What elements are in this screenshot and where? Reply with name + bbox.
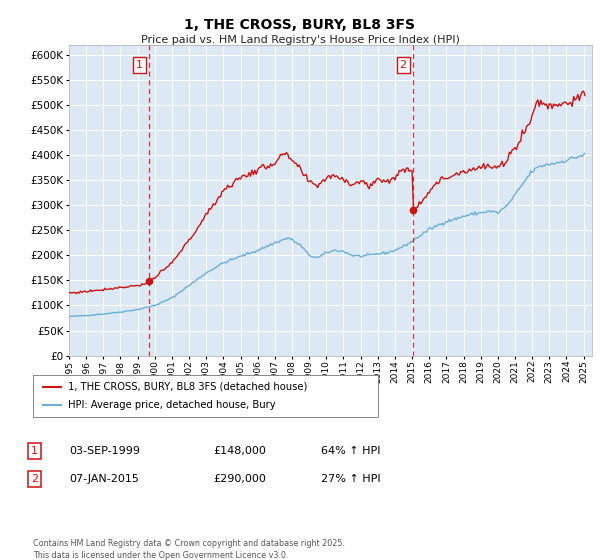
Text: £148,000: £148,000: [213, 446, 266, 456]
Text: 1, THE CROSS, BURY, BL8 3FS: 1, THE CROSS, BURY, BL8 3FS: [185, 18, 415, 32]
Text: Price paid vs. HM Land Registry's House Price Index (HPI): Price paid vs. HM Land Registry's House …: [140, 35, 460, 45]
Text: £290,000: £290,000: [213, 474, 266, 484]
Text: 1, THE CROSS, BURY, BL8 3FS (detached house): 1, THE CROSS, BURY, BL8 3FS (detached ho…: [67, 382, 307, 392]
Text: 1: 1: [136, 60, 143, 70]
Text: 1: 1: [31, 446, 38, 456]
Text: 64% ↑ HPI: 64% ↑ HPI: [321, 446, 380, 456]
Text: 07-JAN-2015: 07-JAN-2015: [69, 474, 139, 484]
Text: Contains HM Land Registry data © Crown copyright and database right 2025.
This d: Contains HM Land Registry data © Crown c…: [33, 539, 345, 559]
Text: HPI: Average price, detached house, Bury: HPI: Average price, detached house, Bury: [67, 400, 275, 410]
Text: 2: 2: [400, 60, 407, 70]
Text: 27% ↑ HPI: 27% ↑ HPI: [321, 474, 380, 484]
Text: 03-SEP-1999: 03-SEP-1999: [69, 446, 140, 456]
Text: 2: 2: [31, 474, 38, 484]
